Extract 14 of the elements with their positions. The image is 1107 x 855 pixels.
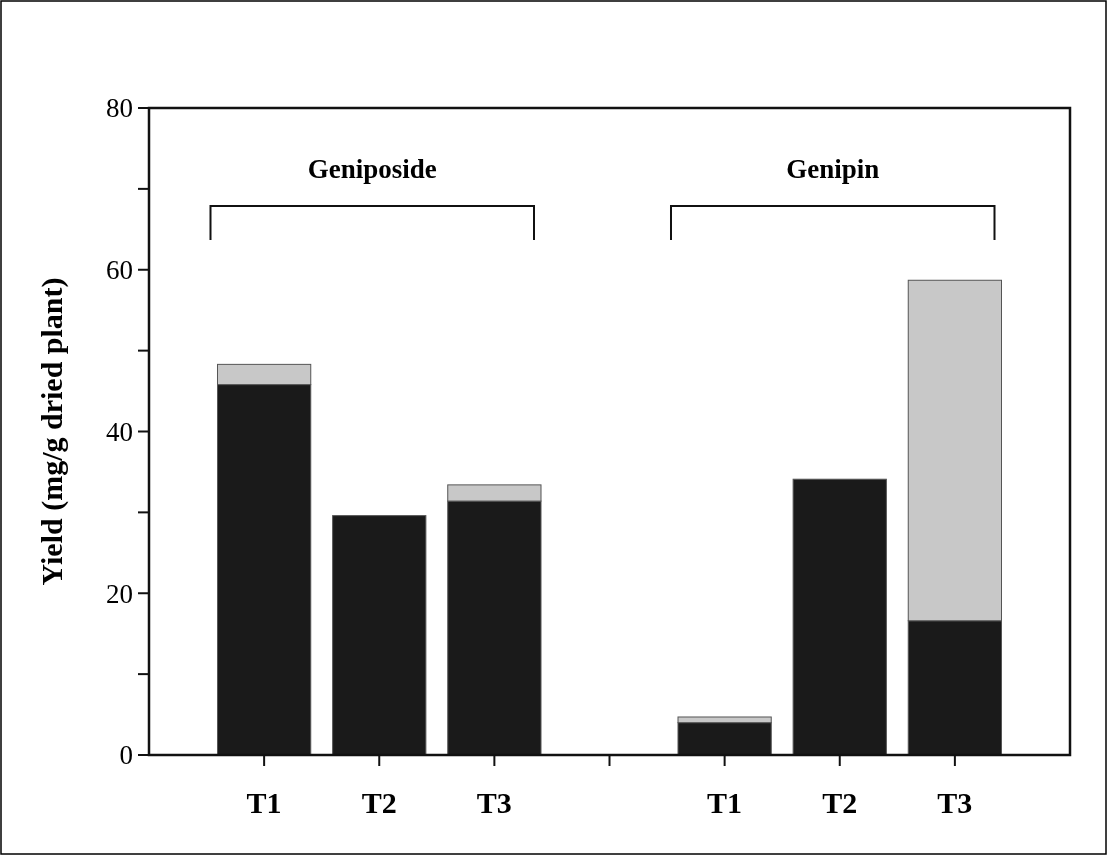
y-tick-label: 60	[106, 255, 133, 286]
y-tick-label: 80	[106, 93, 133, 124]
x-tick-label: T3	[476, 786, 512, 819]
y-tick-label: 20	[106, 578, 133, 609]
x-tick-label: T1	[246, 786, 282, 819]
x-tick-label: T2	[361, 786, 397, 819]
x-tick-label: T2	[822, 786, 858, 819]
x-tick-label: T3	[937, 786, 973, 819]
annotation: Genipin	[786, 154, 880, 184]
y-axis-title: Yield (mg/g dried plant)	[35, 277, 69, 586]
y-tick-label: 40	[106, 416, 133, 447]
x-tick-label: T1	[707, 786, 743, 819]
annotation: Geniposide	[307, 154, 437, 184]
y-tick-label: 0	[119, 740, 133, 771]
